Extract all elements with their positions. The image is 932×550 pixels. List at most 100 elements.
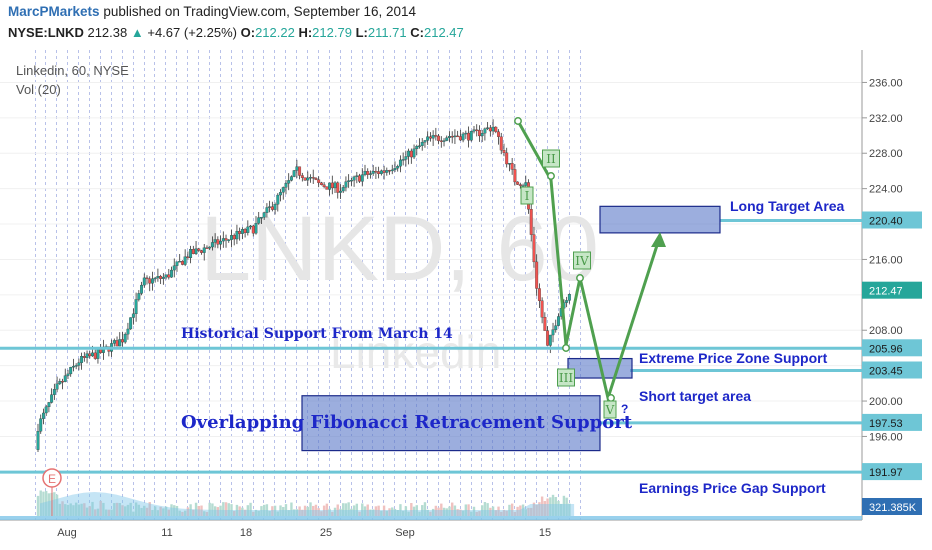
volume-bar bbox=[540, 496, 544, 516]
volume-bar bbox=[568, 503, 571, 516]
time-tick-label: Sep bbox=[395, 527, 415, 539]
open-value: 212.22 bbox=[255, 25, 295, 40]
candle-body bbox=[238, 230, 242, 234]
volume-bar bbox=[69, 503, 72, 516]
candle-body bbox=[243, 229, 247, 233]
candle-body bbox=[197, 248, 201, 251]
volume-bar bbox=[162, 508, 165, 516]
volume-bar bbox=[170, 504, 173, 516]
volume-bar bbox=[426, 509, 429, 516]
price-label-box bbox=[862, 339, 922, 357]
volume-bar bbox=[396, 510, 399, 516]
volume-bar bbox=[388, 508, 391, 516]
volume-bar bbox=[505, 510, 508, 516]
volume-bar bbox=[151, 510, 154, 516]
candle-body bbox=[251, 225, 255, 234]
volume-bar bbox=[167, 509, 170, 516]
candle-body bbox=[230, 235, 233, 240]
price-tick-label: 212.47 bbox=[869, 286, 903, 298]
legend-title: Linkedin, 60, NYSE bbox=[16, 63, 129, 78]
candle-body bbox=[407, 150, 411, 157]
candle-body bbox=[513, 169, 517, 183]
volume-bar bbox=[472, 506, 476, 516]
candle-body bbox=[276, 194, 280, 205]
candle-body bbox=[254, 223, 258, 234]
volume-bar bbox=[407, 511, 410, 516]
wave-label: III bbox=[559, 371, 573, 385]
volume-bar bbox=[350, 508, 353, 516]
candle-body bbox=[325, 186, 329, 190]
volume-bar bbox=[230, 504, 233, 516]
candle-body bbox=[61, 381, 64, 383]
time-tick-label: Aug bbox=[57, 527, 77, 539]
wave-node bbox=[547, 172, 555, 180]
volume-bar bbox=[303, 505, 307, 516]
candle-body bbox=[529, 209, 533, 235]
volume-bar bbox=[497, 506, 500, 516]
volume-bar bbox=[508, 504, 511, 516]
volume-bar bbox=[459, 509, 462, 516]
candle-body bbox=[480, 132, 484, 137]
volume-bar bbox=[301, 509, 304, 516]
candle-body bbox=[91, 352, 94, 357]
candle-body bbox=[156, 276, 160, 279]
candle-body bbox=[52, 389, 56, 395]
volume-bar bbox=[560, 503, 563, 516]
volume-bar bbox=[276, 511, 279, 516]
volume-bar bbox=[461, 510, 465, 516]
wave-node bbox=[607, 394, 615, 402]
volume-bar bbox=[257, 510, 260, 516]
volume-bar bbox=[96, 508, 100, 516]
price-tick-label: 321.385K bbox=[869, 502, 917, 514]
price-axis-labels: 236.00 232.00 228.00 224.00 220.40 216.00 212.… bbox=[862, 77, 922, 515]
candle-body bbox=[309, 177, 312, 179]
chart-background bbox=[0, 50, 932, 550]
candle-body bbox=[358, 175, 361, 182]
candle-body bbox=[224, 238, 228, 241]
candle-body bbox=[535, 261, 539, 289]
volume-bar bbox=[448, 506, 451, 516]
low-label: L: bbox=[355, 25, 368, 40]
wave-node bbox=[514, 117, 522, 125]
candle-body bbox=[366, 171, 370, 175]
volume-bar bbox=[352, 505, 356, 516]
candle-body bbox=[363, 171, 367, 175]
volume-bar bbox=[271, 506, 274, 516]
volume-bar bbox=[246, 505, 250, 516]
price-tick-label: 216.00 bbox=[869, 254, 903, 266]
volume-bar bbox=[265, 504, 269, 516]
volume-bar bbox=[197, 505, 200, 516]
volume-bar bbox=[91, 501, 94, 516]
candle-body bbox=[240, 229, 244, 234]
volume-bar bbox=[83, 503, 86, 516]
candle-body bbox=[150, 278, 154, 284]
volume-bar bbox=[194, 502, 198, 516]
candle-body bbox=[257, 217, 261, 224]
volume-bar bbox=[429, 511, 432, 516]
candle-body bbox=[314, 178, 318, 180]
volume-bar bbox=[39, 490, 42, 516]
candle-body bbox=[428, 136, 432, 139]
volume-bar bbox=[290, 502, 293, 516]
candle-body bbox=[50, 394, 54, 403]
volume-bar bbox=[456, 509, 459, 516]
author-link[interactable]: MarcPMarkets bbox=[8, 4, 100, 19]
time-tick-label: 15 bbox=[539, 527, 551, 539]
candle-body bbox=[464, 132, 468, 135]
candle-body bbox=[39, 418, 43, 432]
volume-bar bbox=[513, 511, 517, 516]
volume-bar bbox=[491, 506, 495, 516]
candle-body bbox=[66, 373, 70, 376]
candle-body bbox=[333, 182, 337, 189]
volume-bar bbox=[333, 507, 337, 516]
candle-body bbox=[507, 163, 511, 165]
earnings-marker-label: E bbox=[48, 472, 56, 486]
price-label-box bbox=[862, 361, 922, 379]
volume-bar bbox=[363, 506, 367, 516]
volume-bar bbox=[94, 509, 97, 516]
price-zones bbox=[301, 205, 721, 452]
volume-bar bbox=[502, 509, 506, 516]
candle-body bbox=[300, 175, 304, 178]
candle-body bbox=[349, 180, 353, 182]
